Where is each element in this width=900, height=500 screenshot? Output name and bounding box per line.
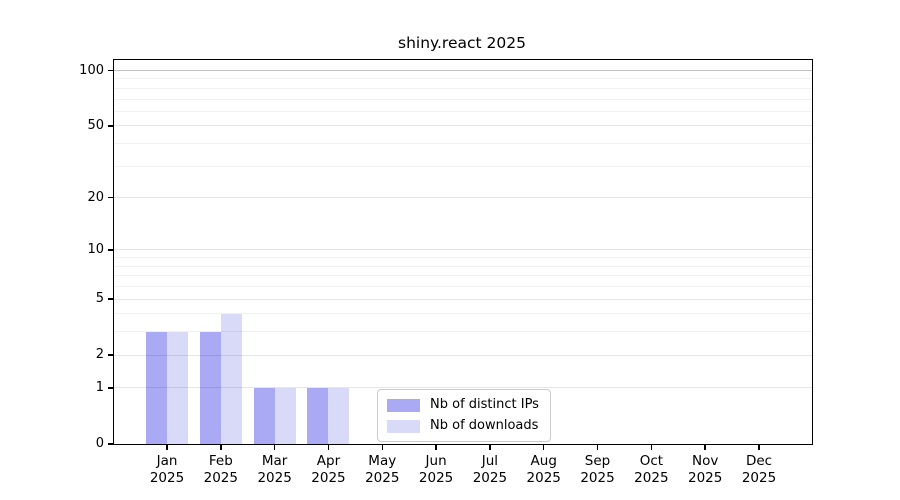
legend: Nb of distinct IPs Nb of downloads: [377, 389, 551, 442]
y-tick-1: [107, 387, 113, 389]
y-label-5: 5: [95, 291, 104, 306]
x-label-aug: Aug 2025: [512, 453, 576, 487]
x-tick-jun: [435, 445, 437, 450]
gridline-y-70: [114, 98, 812, 100]
x-label-sep: Sep 2025: [566, 453, 630, 487]
legend-swatch-downloads: [387, 419, 420, 433]
legend-label-distinct-ips: Nb of distinct IPs: [430, 397, 539, 412]
legend-item-downloads: Nb of downloads: [387, 418, 539, 434]
y-tick-10: [107, 249, 113, 251]
y-label-20: 20: [87, 189, 104, 205]
x-label-line: 2025: [526, 470, 561, 486]
y-tick-5: [107, 298, 113, 300]
legend-swatch-distinct-ips: [387, 398, 420, 412]
x-label-nov: Nov 2025: [673, 453, 737, 487]
bar-downloads-feb: [220, 313, 242, 444]
y-label-1: 1: [95, 379, 104, 395]
x-label-line: 2025: [257, 470, 292, 486]
bar-downloads-mar: [274, 387, 296, 444]
bar-distinct-ips-feb: [199, 331, 221, 444]
bar-downloads-jan: [167, 331, 188, 444]
gridline-y-8: [114, 265, 812, 267]
x-label-line: Jun: [425, 453, 447, 469]
bar-distinct-ips-jan: [146, 331, 167, 444]
x-label-line: Jan: [156, 453, 178, 469]
x-tick-may: [381, 445, 384, 450]
gridline-y-9: [114, 257, 812, 259]
gridline-y-30: [114, 165, 812, 167]
x-label-jul: Jul 2025: [458, 453, 522, 487]
x-label-line: Nov: [691, 453, 719, 469]
x-label-line: May: [368, 453, 397, 469]
x-label-line: Sep: [584, 453, 611, 469]
x-tick-nov: [704, 445, 706, 450]
legend-item-distinct-ips: Nb of distinct IPs: [387, 397, 539, 413]
x-tick-dec: [758, 445, 760, 450]
x-label-line: Oct: [639, 453, 664, 469]
x-label-jan: Jan 2025: [135, 453, 199, 487]
x-label-line: 2025: [634, 470, 669, 486]
x-tick-mar: [273, 445, 276, 450]
plot-area: Nb of distinct IPs Nb of downloads Jan 20…: [79, 59, 813, 486]
x-tick-oct: [650, 445, 653, 450]
x-label-dec: Dec 2025: [727, 453, 791, 487]
x-label-line: Aug: [530, 453, 557, 469]
y-label-10: 10: [87, 241, 104, 257]
chart-title: shiny.react 2025: [398, 34, 526, 52]
x-label-line: 2025: [687, 470, 723, 486]
gridline-y-60: [114, 110, 812, 112]
gridline-y-40: [114, 143, 812, 144]
x-label-line: 2025: [203, 470, 238, 486]
y-label-50: 50: [87, 117, 104, 133]
gridline-y-5: [114, 298, 812, 300]
y-tick-20: [107, 196, 113, 199]
x-label-mar: Mar 2025: [243, 453, 307, 487]
gridline-y-6: [114, 286, 812, 287]
y-label-0: 0: [95, 436, 104, 451]
x-label-line: 2025: [365, 470, 400, 486]
x-tick-jan: [166, 445, 168, 450]
gridline-y-50: [114, 125, 812, 127]
bar-downloads-apr: [328, 387, 350, 444]
x-label-line: 2025: [149, 470, 185, 486]
x-tick-sep: [596, 445, 599, 450]
y-tick-100: [107, 69, 113, 72]
gridline-y-80: [114, 87, 812, 89]
legend-label-downloads: Nb of downloads: [430, 418, 539, 433]
gridline-y-10: [114, 249, 812, 251]
x-label-feb: Feb 2025: [189, 453, 253, 487]
x-label-line: Dec: [745, 453, 773, 469]
y-tick-50: [107, 125, 113, 127]
x-tick-apr: [327, 445, 330, 450]
bar-distinct-ips-apr: [307, 387, 329, 444]
x-label-jun: Jun 2025: [404, 453, 468, 487]
x-tick-jul: [489, 445, 491, 450]
gridline-y-7: [114, 275, 812, 277]
x-label-line: 2025: [580, 470, 615, 486]
gridline-y-20: [114, 197, 812, 199]
x-label-line: 2025: [472, 470, 508, 486]
y-label-2: 2: [95, 347, 104, 363]
x-tick-feb: [220, 445, 222, 450]
y-tick-2: [107, 354, 113, 356]
x-label-apr: Apr 2025: [296, 453, 360, 487]
x-label-line: Apr: [316, 453, 341, 469]
x-label-line: Mar: [261, 453, 288, 469]
x-label-line: 2025: [311, 470, 346, 486]
x-tick-aug: [542, 445, 545, 450]
x-label-may: May 2025: [350, 453, 414, 487]
x-label-line: 2025: [741, 470, 777, 486]
y-tick-0: [107, 443, 113, 445]
x-label-oct: Oct 2025: [619, 453, 683, 487]
gridline-y-90: [114, 78, 812, 80]
x-label-line: Feb: [208, 453, 233, 469]
bar-distinct-ips-mar: [253, 387, 275, 444]
y-label-100: 100: [79, 62, 104, 78]
x-label-line: Jul: [481, 453, 499, 469]
gridline-y-100: [114, 70, 812, 71]
x-label-line: 2025: [418, 470, 454, 486]
gridline-y-4: [114, 313, 812, 315]
